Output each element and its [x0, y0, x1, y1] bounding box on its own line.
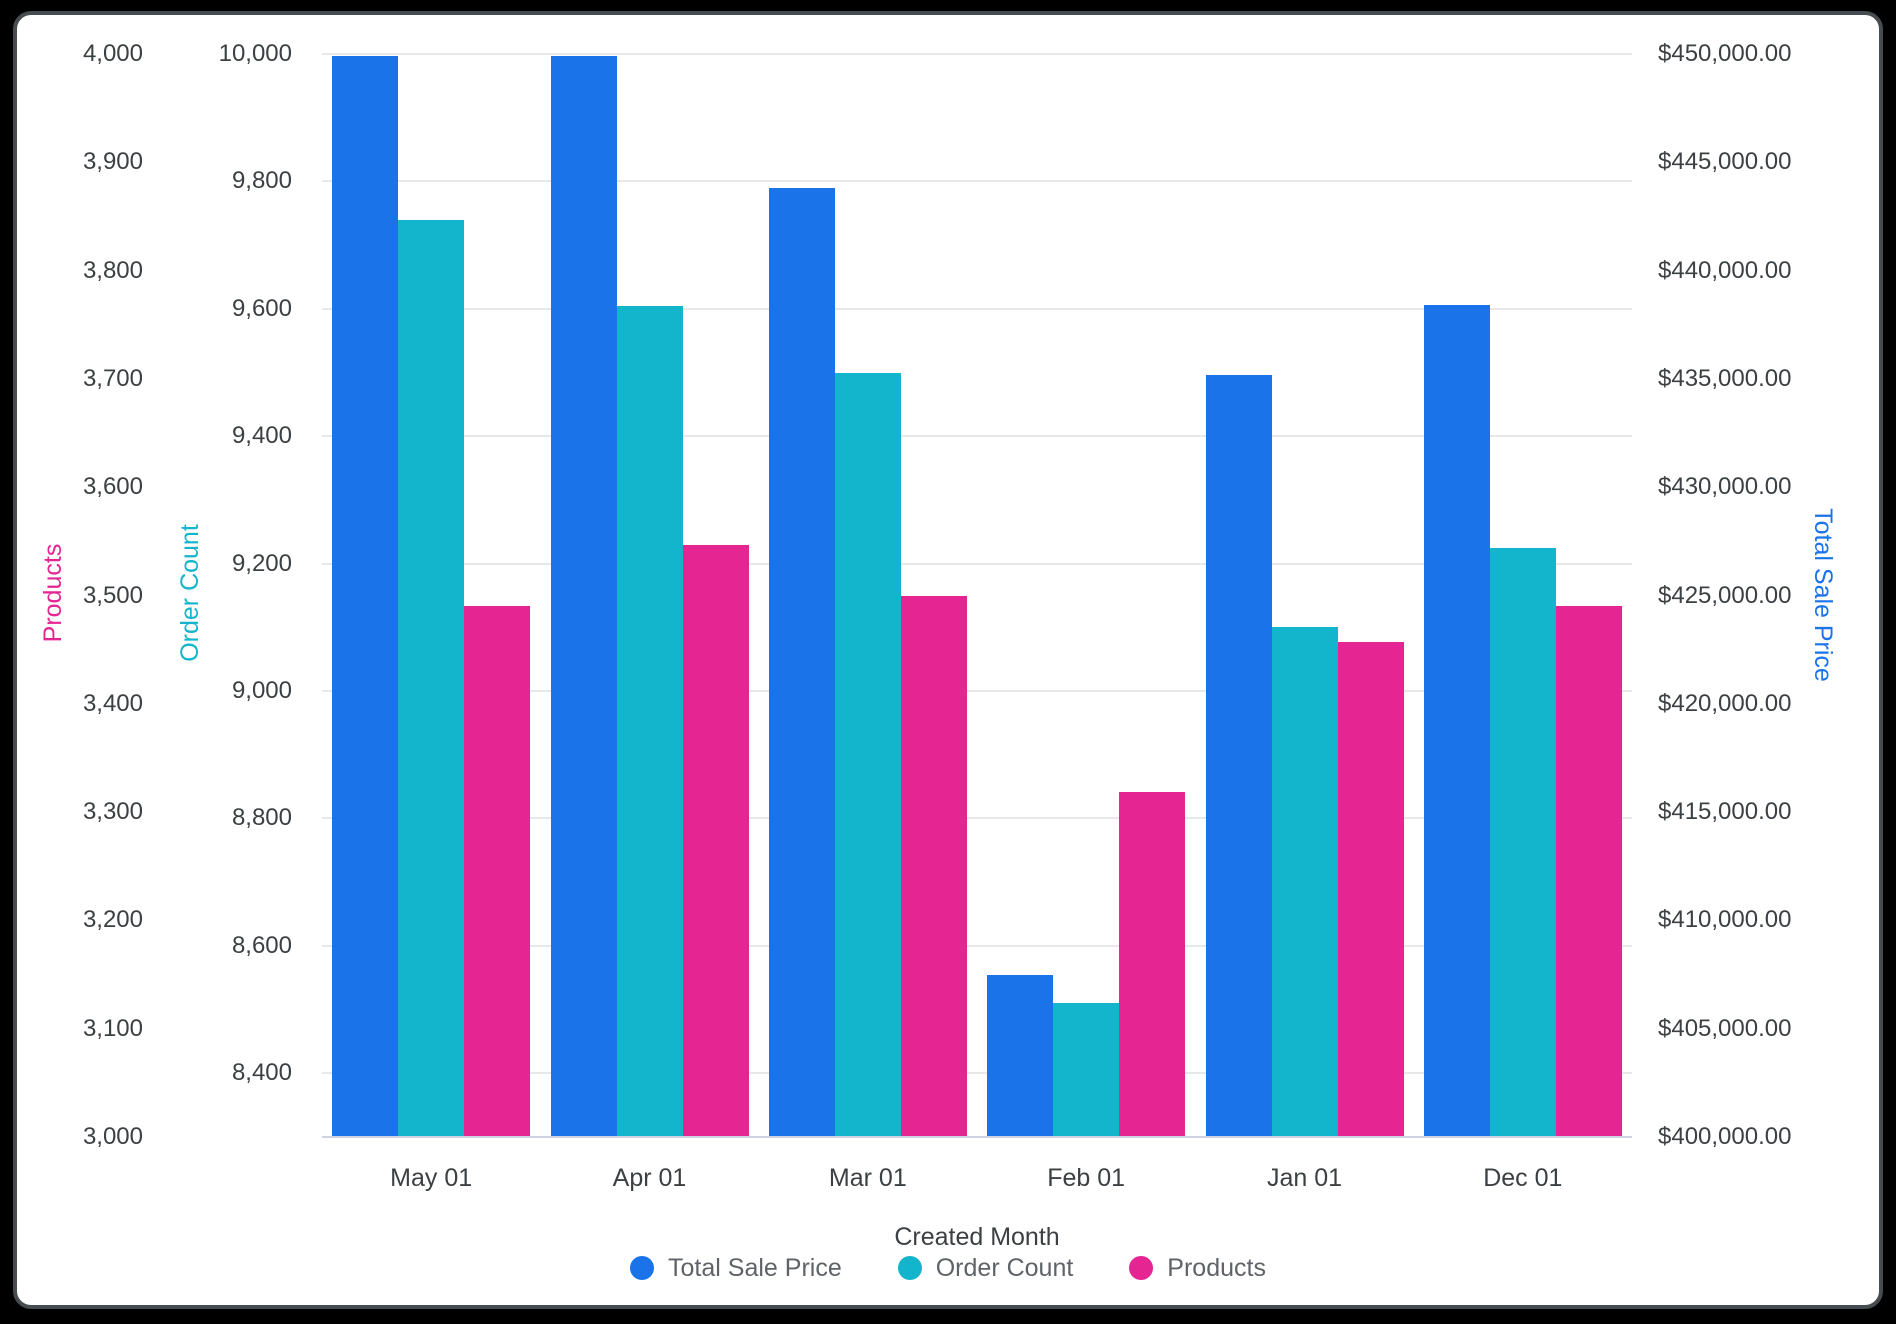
bar-order-count-jan-01[interactable] [1271, 627, 1338, 1137]
products-axis-tick: 3,600 [82, 473, 143, 501]
order-axis-tick: 9,200 [231, 549, 292, 577]
price-axis-tick: $450,000.00 [1658, 40, 1792, 67]
legend-label-total-sale-price: Total Sale Price [668, 1254, 842, 1282]
price-axis-tick: $445,000.00 [1658, 148, 1792, 176]
order-axis-tick: 9,400 [231, 422, 292, 450]
order-axis-tick: 10,000 [218, 40, 292, 67]
products-axis-tick: 3,400 [82, 689, 143, 717]
bar-products-feb-01[interactable] [1119, 791, 1186, 1137]
gridline [322, 944, 1632, 947]
products-axis-tick: 3,000 [82, 1123, 143, 1150]
bar-total-sale-price-dec-01[interactable] [1423, 305, 1490, 1137]
x-label-feb-01: Feb 01 [1047, 1164, 1126, 1192]
bar-products-dec-01[interactable] [1555, 606, 1622, 1137]
x-axis-title: Created Month [894, 1223, 1060, 1251]
bar-products-mar-01[interactable] [900, 595, 967, 1137]
products-axis-title: Products [39, 543, 67, 643]
products-axis-tick: 3,200 [82, 906, 143, 934]
products-axis-tick: 3,700 [82, 364, 143, 392]
x-label-dec-01: Dec 01 [1483, 1164, 1563, 1192]
legend-dot-total-sale-price-icon [630, 1256, 655, 1280]
order-axis-tick: 9,600 [231, 294, 292, 322]
gridline [322, 562, 1632, 565]
gridline [322, 1072, 1632, 1075]
gridline [322, 53, 1632, 55]
bar-order-count-may-01[interactable] [398, 219, 465, 1137]
price-axis-tick: $400,000.00 [1658, 1123, 1792, 1150]
bar-total-sale-price-may-01[interactable] [332, 56, 399, 1137]
bar-total-sale-price-apr-01[interactable] [550, 56, 617, 1137]
x-label-apr-01: Apr 01 [612, 1164, 687, 1192]
price-axis-tick: $410,000.00 [1658, 906, 1792, 934]
price-axis-tick: $405,000.00 [1658, 1014, 1792, 1042]
gridline [322, 435, 1632, 438]
legend-item-total-sale-price[interactable]: Total Sale Price [630, 1253, 842, 1283]
legend-item-order-count[interactable]: Order Count [897, 1253, 1074, 1283]
price-axis-tick: $420,000.00 [1658, 689, 1792, 717]
total-sale-price-axis-title: Total Sale Price [1809, 508, 1837, 682]
bar-total-sale-price-jan-01[interactable] [1205, 374, 1272, 1137]
bar-order-count-apr-01[interactable] [616, 305, 683, 1137]
price-axis-tick: $415,000.00 [1658, 798, 1792, 826]
price-axis-tick: $435,000.00 [1658, 364, 1792, 392]
order-axis-tick: 8,600 [231, 931, 292, 959]
order-axis-tick: 8,400 [231, 1059, 292, 1087]
products-axis-tick: 3,800 [82, 256, 143, 284]
x-label-mar-01: Mar 01 [828, 1164, 907, 1192]
price-axis-tick: $440,000.00 [1658, 256, 1792, 284]
bar-order-count-dec-01[interactable] [1489, 547, 1556, 1137]
products-axis-tick: 3,900 [82, 148, 143, 176]
price-axis-tick: $425,000.00 [1658, 581, 1792, 609]
products-axis-tick: 3,100 [82, 1014, 143, 1042]
gridline [322, 690, 1632, 693]
gridline [322, 817, 1632, 820]
gridline [322, 180, 1632, 183]
bar-products-apr-01[interactable] [682, 544, 749, 1137]
legend-dot-products-icon [1129, 1256, 1154, 1280]
x-axis-line [322, 1136, 1632, 1138]
bar-total-sale-price-mar-01[interactable] [768, 188, 835, 1137]
legend-label-order-count: Order Count [935, 1254, 1074, 1282]
bar-order-count-feb-01[interactable] [1053, 1003, 1120, 1137]
legend-item-products[interactable]: Products [1129, 1253, 1266, 1283]
products-axis-tick: 4,000 [82, 40, 143, 67]
price-axis-tick: $430,000.00 [1658, 473, 1792, 501]
legend: Total Sale Price Order Count Products [0, 1246, 1896, 1290]
gridline [322, 307, 1632, 310]
products-axis-tick: 3,500 [82, 581, 143, 609]
x-label-may-01: May 01 [390, 1164, 473, 1192]
bar-products-jan-01[interactable] [1337, 642, 1404, 1137]
order-count-axis-title: Order Count [176, 524, 204, 662]
bar-products-may-01[interactable] [464, 606, 531, 1137]
order-axis-tick: 9,000 [231, 677, 292, 705]
products-axis-tick: 3,300 [82, 798, 143, 826]
bar-order-count-mar-01[interactable] [834, 372, 901, 1137]
order-axis-tick: 8,800 [231, 804, 292, 832]
bar-total-sale-price-feb-01[interactable] [987, 974, 1054, 1137]
legend-dot-order-count-icon [897, 1256, 922, 1280]
order-axis-tick: 9,800 [231, 167, 292, 195]
x-label-jan-01: Jan 01 [1266, 1164, 1343, 1192]
legend-label-products: Products [1167, 1254, 1266, 1282]
